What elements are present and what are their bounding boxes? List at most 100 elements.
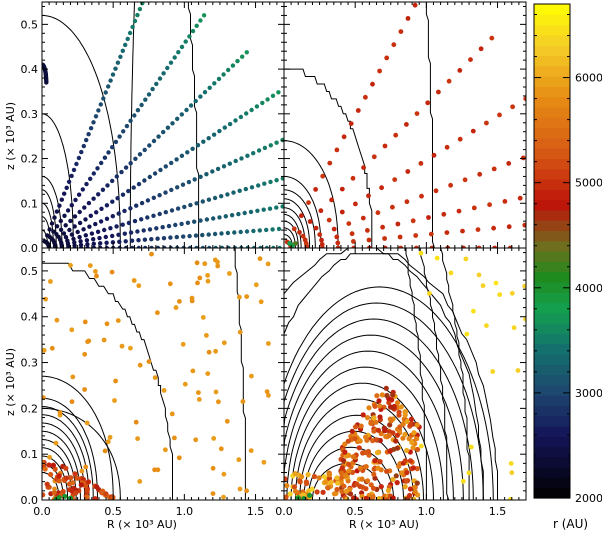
data-point bbox=[431, 152, 437, 158]
data-point bbox=[492, 245, 498, 248]
data-point bbox=[262, 181, 267, 186]
data-point bbox=[82, 205, 87, 210]
data-point bbox=[145, 215, 150, 220]
data-point bbox=[376, 495, 382, 500]
data-point bbox=[412, 2, 418, 8]
data-point bbox=[98, 241, 103, 246]
data-point bbox=[115, 60, 121, 65]
data-point bbox=[187, 233, 192, 239]
data-point bbox=[221, 494, 226, 500]
data-point bbox=[68, 262, 73, 268]
data-point bbox=[72, 214, 78, 219]
data-point bbox=[95, 229, 101, 234]
data-point bbox=[165, 125, 171, 130]
data-point bbox=[67, 227, 72, 233]
data-point bbox=[207, 245, 212, 248]
data-point bbox=[363, 449, 369, 456]
contour-line bbox=[42, 113, 74, 248]
data-point bbox=[130, 245, 135, 248]
data-point bbox=[251, 228, 256, 234]
colorbar-band bbox=[534, 106, 570, 118]
data-point bbox=[84, 420, 90, 426]
data-point bbox=[357, 465, 363, 471]
y-tick-label: 0.0 bbox=[21, 242, 39, 255]
colorbar-band bbox=[534, 189, 570, 201]
data-point bbox=[93, 114, 99, 119]
colorbar-band bbox=[534, 45, 570, 57]
data-point bbox=[93, 269, 98, 274]
data-point bbox=[237, 486, 243, 492]
data-point bbox=[68, 218, 73, 224]
data-point bbox=[265, 261, 271, 267]
data-point bbox=[353, 201, 358, 207]
data-point bbox=[102, 227, 107, 233]
data-point bbox=[354, 481, 360, 487]
axis-ticks bbox=[41, 2, 527, 501]
data-point bbox=[149, 245, 154, 248]
data-point bbox=[366, 405, 372, 411]
data-point bbox=[320, 173, 326, 179]
colorbar-band bbox=[534, 415, 570, 427]
data-point bbox=[364, 415, 371, 421]
data-point bbox=[426, 215, 431, 220]
y-axis-label-top: z (× 10³ AU) bbox=[4, 102, 17, 170]
data-point bbox=[66, 179, 72, 184]
data-point bbox=[511, 325, 517, 331]
data-point bbox=[169, 411, 175, 417]
y-tick-label: 0.3 bbox=[21, 108, 39, 121]
data-point bbox=[104, 321, 110, 327]
data-point bbox=[180, 341, 186, 347]
data-point bbox=[176, 50, 181, 55]
data-point bbox=[73, 197, 78, 203]
data-point bbox=[313, 187, 318, 192]
data-point bbox=[394, 480, 400, 486]
data-point bbox=[517, 195, 523, 201]
x-tick-label: 1.0 bbox=[418, 505, 436, 518]
data-point bbox=[126, 220, 132, 226]
data-point bbox=[88, 213, 94, 218]
data-point bbox=[207, 85, 212, 91]
data-point bbox=[83, 217, 88, 222]
data-point bbox=[404, 418, 410, 424]
data-point bbox=[233, 158, 238, 164]
data-point bbox=[51, 490, 57, 496]
data-point bbox=[341, 483, 347, 489]
y-tick-label: 0.4 bbox=[21, 63, 39, 76]
data-point bbox=[169, 208, 175, 213]
data-point bbox=[186, 179, 192, 185]
colorbar-band bbox=[534, 209, 570, 221]
data-point bbox=[398, 245, 404, 248]
data-point bbox=[179, 112, 184, 117]
data-point bbox=[478, 46, 484, 52]
data-point bbox=[119, 169, 124, 175]
data-point bbox=[261, 459, 267, 465]
data-point bbox=[414, 446, 421, 453]
data-point bbox=[319, 242, 325, 247]
data-point bbox=[355, 108, 361, 113]
data-point bbox=[210, 169, 215, 174]
data-point bbox=[339, 489, 345, 495]
colorbar-band bbox=[534, 302, 570, 314]
data-point bbox=[151, 195, 156, 200]
data-point bbox=[384, 55, 390, 61]
data-point bbox=[448, 182, 453, 188]
data-point bbox=[157, 193, 162, 198]
data-point bbox=[187, 34, 192, 39]
data-point bbox=[76, 192, 82, 197]
data-point bbox=[121, 129, 126, 134]
data-point bbox=[83, 233, 89, 238]
data-point bbox=[520, 155, 526, 161]
data-point bbox=[110, 233, 115, 239]
data-point bbox=[45, 233, 50, 238]
data-point bbox=[404, 199, 410, 205]
data-point bbox=[154, 81, 159, 87]
data-point bbox=[145, 198, 151, 203]
data-point bbox=[264, 389, 270, 394]
data-point bbox=[163, 164, 168, 169]
data-point bbox=[73, 490, 79, 496]
data-point bbox=[238, 229, 243, 235]
data-point bbox=[253, 282, 259, 288]
data-point bbox=[152, 375, 158, 380]
data-point bbox=[400, 421, 406, 427]
data-point bbox=[350, 175, 356, 181]
